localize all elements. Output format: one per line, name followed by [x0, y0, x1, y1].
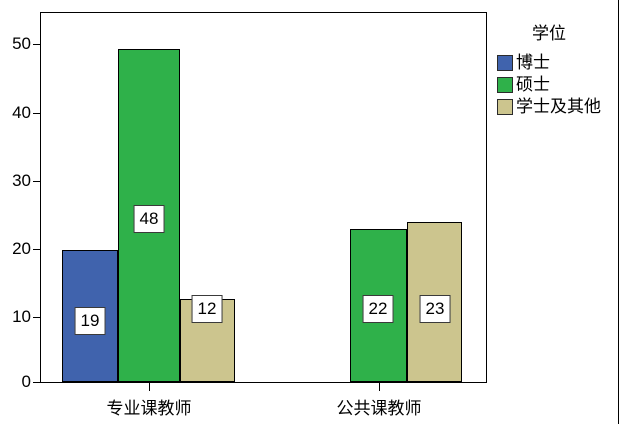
x-axis-tick-specialized — [149, 383, 150, 391]
y-axis-label-50: 50 — [12, 34, 31, 53]
y-axis-label-40: 40 — [12, 103, 31, 122]
legend-label-phd: 博士 — [516, 53, 550, 72]
y-axis-label-30: 30 — [12, 171, 31, 190]
legend-swatch-phd — [497, 54, 513, 71]
x-axis-label-specialized: 专业课教师 — [106, 399, 192, 418]
y-axis-tick-10 — [33, 317, 41, 318]
legend-item-bachelor[interactable]: 学士及其他 — [497, 98, 615, 115]
legend-label-master: 硕士 — [516, 75, 550, 94]
bar-value-bachelor-specialized: 12 — [191, 295, 223, 323]
chart-plot-area: 50 40 30 20 10 0 19 48 12 22 23 — [12, 12, 487, 418]
bar-value-master-specialized: 48 — [133, 205, 165, 233]
bar-value-phd-specialized: 19 — [74, 307, 106, 335]
bars-layer: 19 48 12 22 23 — [41, 13, 486, 382]
legend-item-master[interactable]: 硕士 — [497, 76, 615, 93]
y-axis-label-0: 0 — [21, 372, 31, 391]
legend-swatch-master — [497, 76, 513, 93]
y-axis-label-20: 20 — [12, 239, 31, 258]
y-axis-label-10: 10 — [12, 307, 31, 326]
y-axis-tick-50 — [33, 44, 41, 45]
bar-bachelor-specialized[interactable] — [180, 299, 235, 382]
legend-swatch-bachelor — [497, 98, 513, 115]
y-axis-tick-0 — [33, 382, 41, 383]
bar-value-master-public: 22 — [362, 295, 394, 323]
legend: 学位 博士 硕士 学士及其他 — [497, 12, 615, 120]
x-axis-tick-public — [379, 383, 380, 391]
y-axis-tick-30 — [33, 181, 41, 182]
y-axis-tick-40 — [33, 113, 41, 114]
x-axis-label-public: 公共课教师 — [336, 399, 422, 418]
legend-item-phd[interactable]: 博士 — [497, 54, 615, 71]
y-axis-tick-20 — [33, 249, 41, 250]
legend-label-bachelor: 学士及其他 — [516, 97, 601, 116]
bar-value-bachelor-public: 23 — [419, 295, 451, 323]
legend-title: 学位 — [532, 24, 566, 43]
